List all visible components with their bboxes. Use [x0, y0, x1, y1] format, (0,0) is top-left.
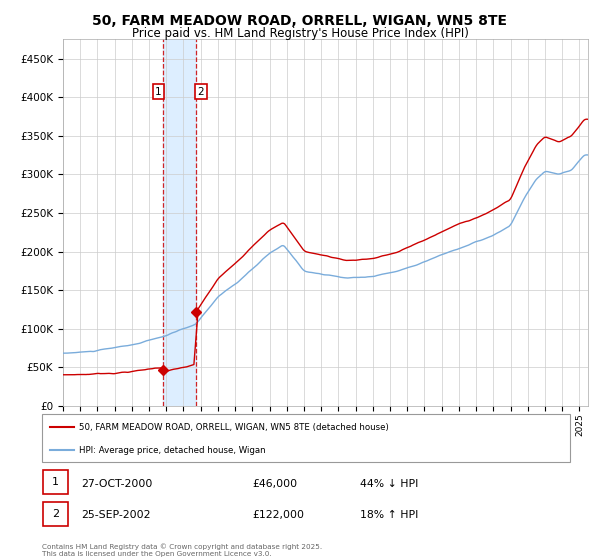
Text: 1: 1 [155, 87, 162, 97]
FancyBboxPatch shape [43, 502, 68, 526]
Text: 1: 1 [52, 477, 59, 487]
Text: Contains HM Land Registry data © Crown copyright and database right 2025.
This d: Contains HM Land Registry data © Crown c… [42, 544, 322, 557]
Text: 50, FARM MEADOW ROAD, ORRELL, WIGAN, WN5 8TE (detached house): 50, FARM MEADOW ROAD, ORRELL, WIGAN, WN5… [79, 423, 389, 432]
Text: 25-SEP-2002: 25-SEP-2002 [81, 510, 151, 520]
Text: 27-OCT-2000: 27-OCT-2000 [81, 478, 152, 488]
Text: 2: 2 [197, 87, 204, 97]
Text: 50, FARM MEADOW ROAD, ORRELL, WIGAN, WN5 8TE: 50, FARM MEADOW ROAD, ORRELL, WIGAN, WN5… [92, 14, 508, 28]
FancyBboxPatch shape [42, 414, 570, 462]
FancyBboxPatch shape [43, 470, 68, 494]
Text: 44% ↓ HPI: 44% ↓ HPI [360, 478, 418, 488]
Bar [163, 39, 196, 406]
Text: £46,000: £46,000 [252, 478, 297, 488]
Text: HPI: Average price, detached house, Wigan: HPI: Average price, detached house, Wiga… [79, 446, 266, 455]
Text: 2: 2 [52, 509, 59, 519]
Text: Price paid vs. HM Land Registry's House Price Index (HPI): Price paid vs. HM Land Registry's House … [131, 27, 469, 40]
Text: £122,000: £122,000 [252, 510, 304, 520]
Text: 18% ↑ HPI: 18% ↑ HPI [360, 510, 418, 520]
